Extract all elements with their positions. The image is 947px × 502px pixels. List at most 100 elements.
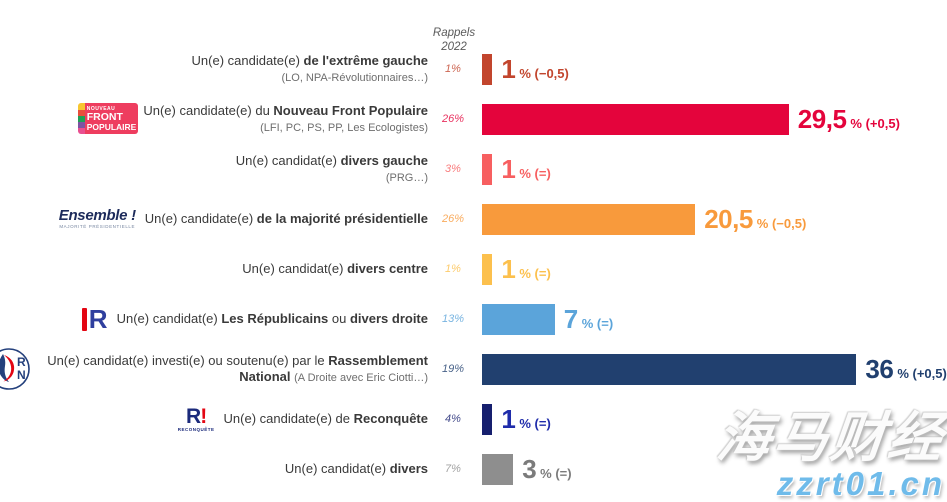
reconquete-logo-letter: R! [178,406,215,427]
rappels-2022-header: Rappels 2022 [406,27,502,54]
row-label-block: Un(e) candidat(e) divers gauche (PRG…) [0,153,428,185]
rappel-value: 3% [445,163,461,175]
nfp-logo-line2: POPULAIRE [86,121,137,132]
bar-zone: 29,5% (+0,5) [482,103,900,135]
chart-row-nouveau-front-populaire: NOUVEAU FRONT POPULAIRE Un(e) candidate(e) … [0,94,947,144]
bar-value-change: % (−0,5) [519,65,569,81]
bar [482,103,789,135]
row-label-line: Un(e) candidat(e) divers gauche [236,153,428,169]
nfp-logo-text: NOUVEAU FRONT POPULAIRE [84,103,139,135]
row-label-segment: divers centre [347,261,428,277]
bar-zone: 7% (=) [482,303,613,335]
ensemble-logo-title: Ensemble ! [58,207,136,225]
bar-value-change: % (+0,5) [897,365,947,381]
bar-value-number: 1 [501,153,516,184]
bar-value-change: % (−0,5) [756,215,807,231]
bar-value: 1% (=) [501,404,550,435]
row-label-block: R Un(e) candidat(e) Les Républicains ou d… [0,306,428,332]
row-label-segment: Un(e) candidate(e) du [143,102,274,118]
bar-value-number: 36 [865,353,894,384]
chart-row-reconquete: R! RECONQUÊTE Un(e) candidate(e) de Reconq… [0,394,947,444]
row-label-segment: Nouveau Front Populaire [273,102,428,118]
nfp-logo: NOUVEAU FRONT POPULAIRE [78,103,139,135]
reconquete-logo-bang: ! [200,404,207,428]
bar-value: 1% (=) [501,254,550,285]
row-label-segment: divers [389,461,428,477]
chart-rows: Un(e) candidate(e) de l'extrême gauche (L… [0,44,947,494]
row-label-segment: de la majorité présidentielle [256,211,428,227]
bar-value-number: 29,5 [797,103,847,134]
bar-value-change: % (=) [519,265,551,281]
rappel-value: 1% [445,63,461,75]
bar-zone: 1% (=) [482,403,551,435]
nfp-logo-stripes [78,103,85,135]
bar [482,403,493,435]
row-label-segment: Un(e) candidat(e) [235,152,341,168]
row-label-block: R N Un(e) candidat(e) investi(e) ou souten… [0,346,428,392]
reconquete-logo: R! RECONQUÊTE [178,406,219,433]
row-label-line: Un(e) candidate(e) de l'extrême gauche [192,53,428,69]
chart-row-majorite-presidentielle: Ensemble ! MAJORITÉ PRÉSIDENTIELLE Un(e) c… [0,194,947,244]
nfp-logo-line1: FRONT [86,110,123,123]
bar-zone: 1% (−0,5) [482,53,569,85]
row-label-line: Un(e) candidat(e) Les Républicains ou di… [117,311,428,327]
bar-zone: 1% (=) [482,153,551,185]
bar-value-number: 3 [522,453,537,484]
nfp-logo-stripe [78,122,85,129]
chart-row-divers-centre: Un(e) candidat(e) divers centre 1% 1% (=) [0,244,947,294]
row-label-segment: Reconquête [353,411,428,427]
row-label-block: Ensemble ! MAJORITÉ PRÉSIDENTIELLE Un(e) c… [0,208,428,230]
row-label-segment: Un(e) candidat(e) investi(e) ou soutenu(… [47,352,329,368]
bar [482,303,555,335]
bar-value: 1% (−0,5) [501,54,568,85]
row-label-line: (LO, NPA-Révolutionnaires…) [192,69,428,85]
row-label-line: Un(e) candidate(e) de la majorité présid… [145,211,428,227]
bar-value: 20,5% (−0,5) [704,204,806,235]
lr-logo-letter: R [88,304,108,334]
bar-value-number: 20,5 [704,203,753,234]
bar-value-number: 1 [501,53,516,84]
row-label: Un(e) candidat(e) Les Républicains ou di… [117,311,428,327]
nfp-logo-stripe [78,115,85,123]
chart-row-divers-gauche: Un(e) candidat(e) divers gauche (PRG…) 3% 1… [0,144,947,194]
nfp-logo-stripe [78,103,85,110]
row-label-line: Un(e) candidat(e) investi(e) ou soutenu(… [42,353,428,385]
row-label-line: Un(e) candidate(e) de Reconquête [224,411,428,427]
row-label-segment: divers droite [349,311,428,327]
row-label-segment: de l'extrême gauche [303,52,428,68]
row-label-segment: (LO, NPA-Révolutionnaires…) [281,71,428,84]
lr-logo-red-bar [81,307,87,331]
bar-value: 36% (+0,5) [865,354,946,385]
chart-row-les-republicains: R Un(e) candidat(e) Les Républicains ou d… [0,294,947,344]
row-label-segment: Rassemblement National [239,352,428,384]
bar-value: 3% (=) [522,454,571,485]
nfp-logo-stripe [78,109,85,116]
rappel-value: 4% [445,413,461,425]
bar-value-change: % (=) [519,415,551,431]
rappels-header-line1: Rappels [432,27,476,39]
bar-value-change: % (=) [581,315,614,331]
rappel-value: 13% [441,313,465,325]
row-label-line: Un(e) candidat(e) divers centre [242,261,428,277]
row-label-segment: Un(e) candidat(e) [116,311,222,327]
bar-zone: 3% (=) [482,453,572,485]
row-label: Un(e) candidat(e) divers centre [242,261,428,277]
watermark: 海马财经 zzrt01.cn [714,408,947,500]
rn-flame-icon: RN [0,348,30,390]
row-label-segment: Un(e) candidat(e) [284,461,390,477]
row-label: Un(e) candidate(e) du Nouveau Front Popu… [143,103,428,135]
bar-value: 29,5% (+0,5) [798,104,900,135]
bar-value: 1% (=) [501,154,550,185]
bar [482,53,493,85]
bar-value: 7% (=) [564,304,613,335]
row-label: Un(e) candidate(e) de l'extrême gauche (L… [192,53,428,85]
nfp-logo-stripe [78,128,85,135]
rappel-value: 26% [441,213,465,225]
reconquete-logo-subtitle: RECONQUÊTE [177,426,215,432]
row-label: Un(e) candidat(e) divers [285,461,428,477]
row-label-segment: Les Républicains [221,311,329,327]
bar-value-change: % (+0,5) [850,115,900,131]
bar-value-number: 1 [501,253,516,284]
rappel-value: 1% [445,263,461,275]
row-label-segment: (LFI, PC, PS, PP, Les Ecologistes) [260,121,428,134]
